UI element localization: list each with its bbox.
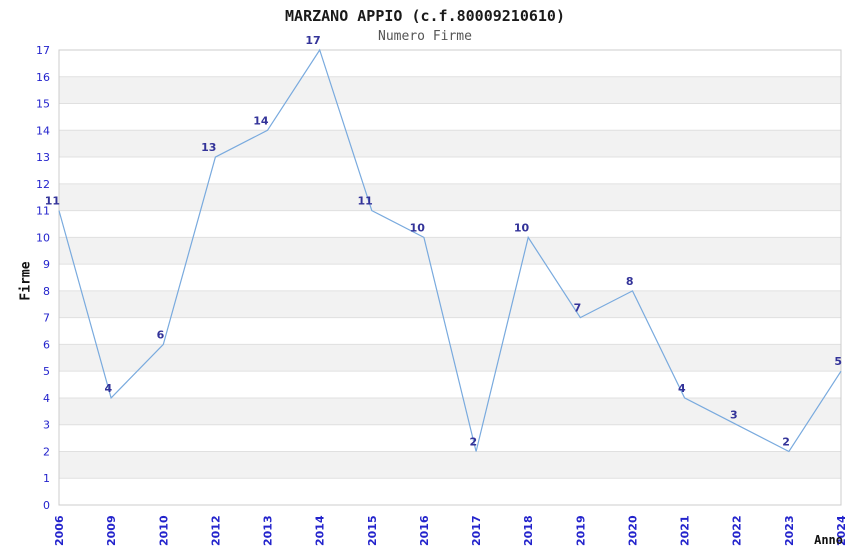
y-tick-label: 7 [43,312,50,325]
data-label: 10 [514,221,530,234]
data-label: 4 [104,382,112,395]
x-tick-label: 2021 [679,515,692,546]
data-label: 2 [782,436,790,449]
chart-title: MARZANO APPIO (c.f.80009210610) [285,7,565,25]
y-tick-label: 1 [43,472,50,485]
data-label: 4 [678,382,686,395]
data-label: 2 [469,436,477,449]
x-tick-label: 2015 [366,515,379,546]
plot-band [59,130,841,158]
x-tick-label: 2023 [783,515,796,546]
y-tick-label: 14 [36,124,50,137]
x-tick-label: 2010 [157,515,170,546]
x-tick-label: 2022 [731,515,744,546]
y-tick-label: 13 [36,151,50,164]
plot-border [58,49,842,506]
data-label: 6 [157,328,165,341]
plot-band [59,344,841,372]
plot-band [59,290,841,318]
y-tick-label: 10 [36,231,50,244]
y-tick-label: 4 [43,392,50,405]
data-label: 11 [45,195,60,208]
plot-band [59,451,841,479]
data-label: 13 [201,141,216,154]
y-tick-label: 5 [43,365,50,378]
x-tick-label: 2019 [574,515,587,546]
x-tick-label: 2018 [522,515,535,546]
x-tick-label: 2016 [418,515,431,546]
data-label: 10 [410,221,426,234]
x-tick-label: 2009 [105,515,118,546]
y-tick-label: 3 [43,419,50,432]
y-tick-label: 15 [36,98,50,111]
chart-subtitle: Numero Firme [378,29,472,44]
data-label: 8 [626,275,634,288]
x-tick-label: 2006 [53,515,66,546]
y-tick-label: 11 [36,205,50,218]
x-tick-label: 2012 [209,515,222,546]
y-tick-label: 8 [43,285,50,298]
data-label: 11 [357,195,372,208]
data-label: 17 [305,34,320,47]
x-axis-label: Anno [814,533,843,547]
data-label: 14 [253,114,269,127]
y-tick-label: 6 [43,338,50,351]
data-label: 5 [834,355,842,368]
plot-band [59,76,841,104]
plot-band [59,237,841,265]
x-tick-label: 2024 [835,515,848,546]
y-tick-label: 9 [43,258,50,271]
x-tick-label: 2017 [470,515,483,546]
plot-band [59,397,841,425]
x-tick-label: 2013 [262,515,275,546]
data-label: 7 [574,302,582,315]
y-tick-label: 17 [36,44,50,57]
series-line [58,48,842,453]
y-axis-label: Firme [18,261,34,301]
y-tick-label: 0 [43,499,50,512]
y-tick-label: 12 [36,178,50,191]
y-tick-label: 2 [43,446,50,459]
data-label: 3 [730,409,738,422]
y-tick-label: 16 [36,71,50,84]
x-tick-label: 2014 [314,515,327,546]
x-tick-label: 2020 [627,515,640,546]
plot-band [59,183,841,211]
